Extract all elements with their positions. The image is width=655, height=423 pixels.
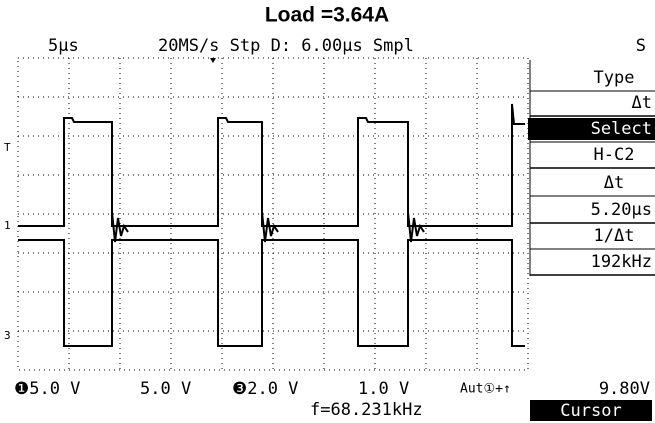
trigger-marker: T — [4, 141, 11, 154]
footer-ch3: ❸2.0 V — [232, 379, 298, 399]
trigger-pos — [210, 58, 216, 63]
footer-frequency: f=68.231kHz — [310, 400, 423, 420]
mode-bg — [530, 400, 652, 421]
timebase: 5μs — [48, 36, 79, 56]
title: Load =3.64A — [265, 4, 389, 27]
footer-trigger: Aut①+↑ — [460, 382, 511, 397]
state: S — [636, 36, 646, 56]
menu-item: 192kHz — [591, 252, 652, 272]
menu-item: H-C2 — [594, 145, 635, 165]
ringing — [111, 211, 425, 243]
acquisition: 20MS/s Stp D: 6.00μs Smpl — [158, 36, 414, 56]
menu: Type Δt Select H-C2 Δt 5.20μs 1/Δt 192kHz — [528, 60, 655, 276]
menu-item: Type — [594, 68, 635, 88]
footer-level: 9.80V — [599, 379, 650, 399]
footer-ch2: 5.0 V — [140, 379, 191, 399]
waveform-lower — [18, 239, 525, 347]
ch1-marker: 1 — [4, 219, 11, 232]
footer-mode: Cursor — [560, 401, 621, 421]
ch3-marker: 3 — [4, 329, 11, 342]
footer-ch4: 1.0 V — [358, 379, 409, 399]
menu-item: 5.20μs — [591, 200, 652, 220]
menu-item: Select — [591, 119, 652, 139]
menu-selected-bg — [528, 118, 655, 140]
waveform-upper — [18, 103, 525, 227]
menu-item: 1/Δt — [594, 226, 635, 246]
menu-item: Δt — [604, 173, 624, 193]
footer-ch1: ❶5.0 V — [14, 379, 80, 399]
waveforms — [18, 103, 525, 347]
menu-item: Δt — [632, 93, 652, 113]
grid — [17, 57, 529, 371]
